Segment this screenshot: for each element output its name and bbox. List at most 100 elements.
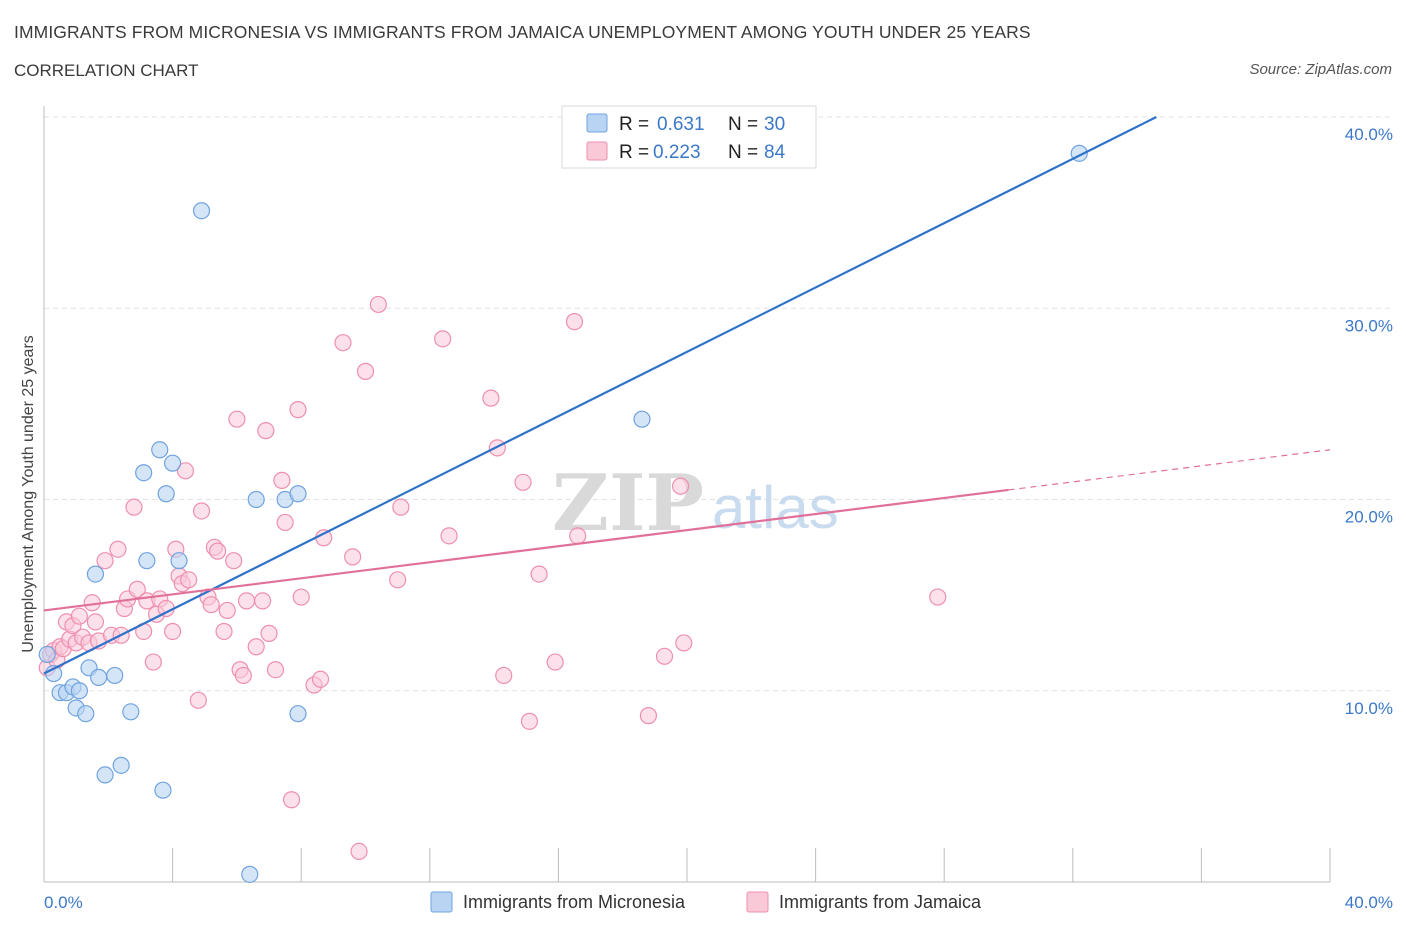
- point-jamaica-63: [344, 548, 362, 566]
- chart-title: IMMIGRANTS FROM MICRONESIA VS IMMIGRANTS…: [14, 22, 1031, 42]
- point-jamaica-52: [260, 624, 278, 642]
- stats-legend: R = 0.631 N = 30 R = 0.223 N = 84: [561, 105, 817, 169]
- point-jamaica-61: [315, 529, 333, 547]
- point-jamaica-74: [514, 473, 532, 491]
- point-micronesia-0: [38, 645, 56, 664]
- point-micronesia-23: [241, 865, 259, 883]
- point-micronesia-16: [138, 552, 156, 570]
- point-jamaica-26: [144, 653, 162, 671]
- bottom-legend-label-jamaica: Immigrants from Jamaica: [779, 892, 982, 912]
- point-jamaica-51: [257, 422, 275, 440]
- point-jamaica-50: [254, 592, 272, 610]
- bottom-legend-swatch-micronesia: [430, 891, 453, 913]
- trend-line-jamaica-extension: [1008, 449, 1331, 491]
- point-micronesia-15: [135, 464, 153, 482]
- y-tick-label-0: 10.0%: [1345, 699, 1393, 718]
- series-jamaica: [38, 295, 947, 861]
- trend-line-jamaica: [43, 488, 1009, 612]
- point-jamaica-70: [440, 527, 458, 545]
- y-axis-label: Unemployment Among Youth under 25 years: [20, 335, 37, 653]
- point-jamaica-42: [215, 622, 233, 641]
- point-jamaica-75: [520, 712, 539, 730]
- x-tick-label-1: 40.0%: [1345, 893, 1393, 912]
- point-micronesia-6: [70, 682, 88, 700]
- axes: [43, 106, 1331, 883]
- point-micronesia-10: [90, 668, 108, 686]
- point-micronesia-28: [633, 410, 651, 428]
- point-micronesia-24: [247, 490, 265, 509]
- point-jamaica-36: [189, 691, 207, 709]
- legend-r-value-2: 0.223: [653, 142, 701, 163]
- point-micronesia-7: [77, 705, 95, 723]
- legend-r-label-1: R =: [619, 114, 649, 135]
- chart-subtitle: CORRELATION CHART: [14, 61, 199, 80]
- point-jamaica-44: [225, 552, 243, 570]
- point-jamaica-71: [482, 389, 500, 407]
- point-jamaica-53: [266, 661, 285, 679]
- point-jamaica-66: [369, 295, 387, 314]
- y-tick-labels: 10.0% 20.0% 30.0% 40.0%: [1345, 125, 1393, 718]
- legend-swatch-jamaica: [586, 141, 608, 161]
- y-tick-label-3: 40.0%: [1345, 125, 1393, 144]
- point-jamaica-80: [639, 707, 658, 725]
- bottom-legend-swatch-jamaica: [746, 891, 769, 913]
- point-micronesia-21: [170, 552, 188, 570]
- point-jamaica-78: [565, 313, 584, 331]
- point-micronesia-18: [154, 781, 172, 799]
- legend-n-value-2: 84: [764, 142, 786, 163]
- point-jamaica-62: [334, 334, 352, 352]
- source-label: Source: ZipAtlas.com: [1249, 61, 1392, 78]
- point-micronesia-17: [151, 441, 169, 459]
- point-jamaica-81: [655, 647, 674, 665]
- point-jamaica-67: [389, 571, 407, 589]
- point-jamaica-65: [356, 362, 375, 380]
- point-micronesia-19: [157, 485, 175, 503]
- point-micronesia-9: [86, 565, 105, 583]
- trend-lines: [43, 116, 1331, 675]
- point-jamaica-39: [202, 596, 220, 614]
- series-micronesia: [38, 144, 1088, 883]
- x-tick-labels: 0.0% 40.0%: [44, 893, 1393, 912]
- point-micronesia-26: [289, 485, 307, 503]
- point-jamaica-68: [392, 498, 410, 516]
- legend-n-label-2: N =: [728, 142, 758, 163]
- point-jamaica-57: [289, 401, 307, 419]
- bottom-legend-label-micronesia: Immigrants from Micronesia: [463, 892, 686, 912]
- point-micronesia-27: [289, 705, 307, 723]
- point-jamaica-64: [350, 842, 368, 861]
- point-jamaica-34: [176, 462, 195, 480]
- point-jamaica-56: [282, 791, 301, 809]
- point-jamaica-30: [164, 622, 182, 641]
- point-jamaica-79: [569, 527, 587, 545]
- point-jamaica-84: [929, 588, 947, 606]
- point-micronesia-22: [192, 202, 211, 220]
- point-jamaica-35: [180, 571, 198, 589]
- point-jamaica-45: [228, 410, 246, 428]
- y-tick-label-2: 30.0%: [1345, 316, 1393, 335]
- point-jamaica-49: [247, 638, 265, 656]
- point-jamaica-43: [218, 601, 236, 620]
- point-jamaica-18: [109, 540, 127, 558]
- x-tick-label-0: 0.0%: [44, 893, 83, 912]
- y-tick-label-1: 20.0%: [1345, 508, 1393, 527]
- point-jamaica-16: [96, 552, 114, 570]
- point-jamaica-22: [125, 498, 143, 516]
- watermark-atlas: atlas: [712, 474, 839, 541]
- point-micronesia-11: [96, 766, 114, 784]
- point-jamaica-41: [209, 542, 227, 560]
- point-jamaica-55: [276, 513, 294, 532]
- point-jamaica-77: [546, 653, 564, 671]
- point-jamaica-47: [234, 666, 252, 685]
- series-legend: Immigrants from Micronesia Immigrants fr…: [430, 891, 982, 913]
- point-micronesia-13: [112, 756, 130, 774]
- legend-r-value-1: 0.631: [657, 114, 705, 135]
- legend-r-label-2: R =: [619, 142, 649, 163]
- point-jamaica-82: [671, 477, 690, 495]
- point-jamaica-10: [70, 607, 88, 625]
- point-jamaica-76: [530, 565, 548, 583]
- point-micronesia-20: [164, 454, 182, 472]
- point-micronesia-14: [122, 703, 140, 721]
- legend-n-value-1: 30: [764, 114, 785, 135]
- point-jamaica-54: [273, 471, 291, 489]
